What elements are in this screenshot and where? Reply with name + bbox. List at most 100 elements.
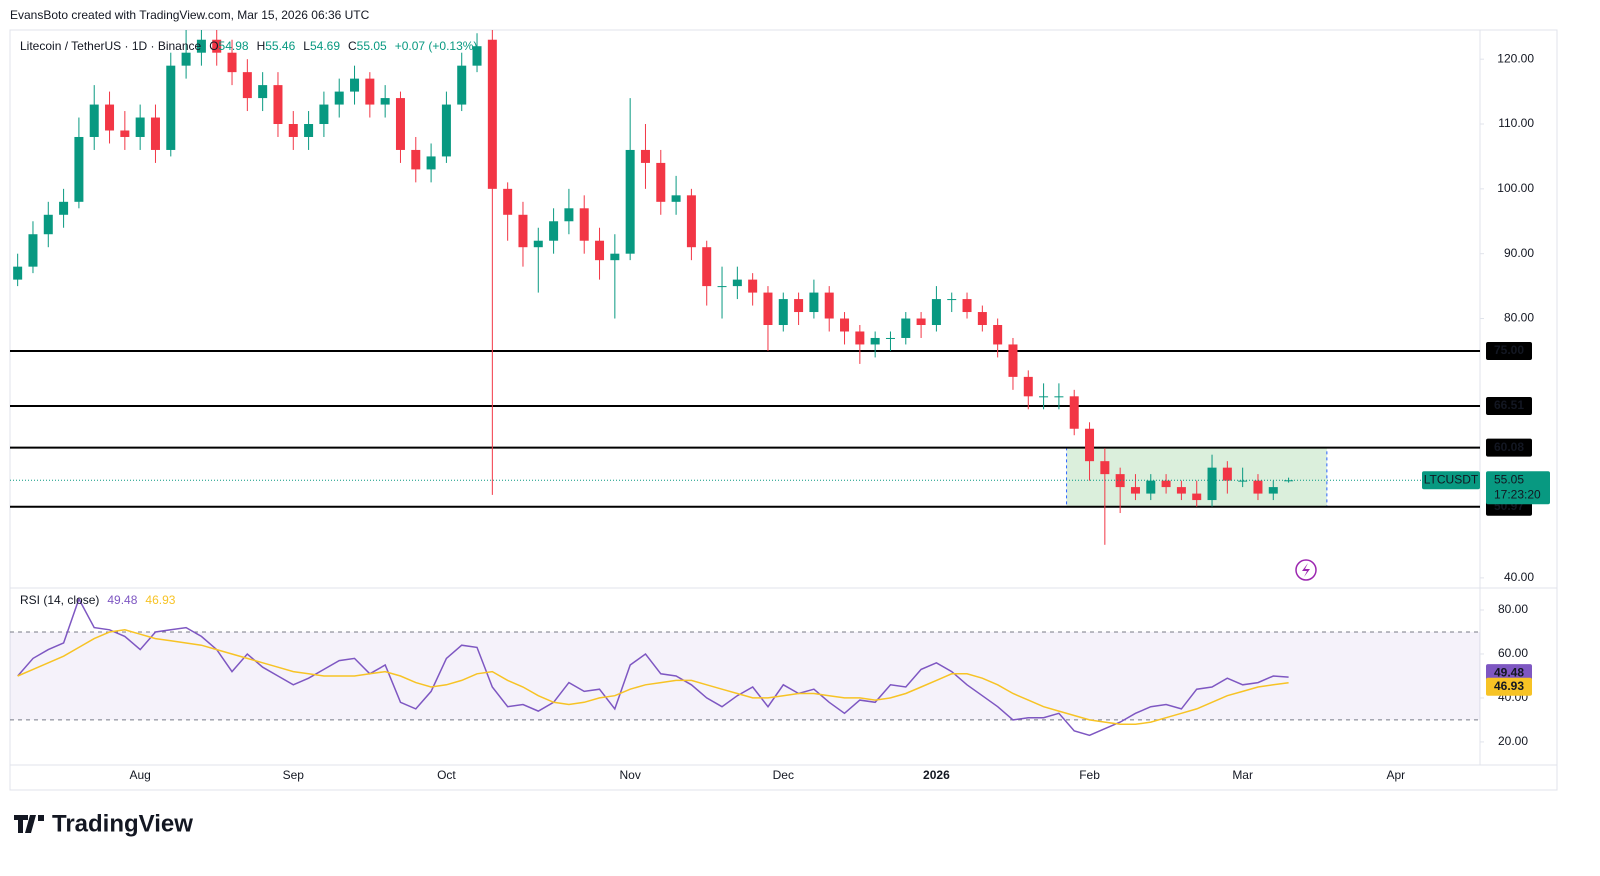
- alert-icon: [1295, 559, 1317, 581]
- candle-body: [1222, 467, 1232, 481]
- candle-body: [916, 318, 926, 326]
- candle-body: [564, 208, 574, 222]
- level-label-box: [1486, 341, 1532, 360]
- y-tick-label: 20.00: [1498, 734, 1528, 748]
- legend-open: 54.98: [219, 39, 249, 53]
- candle-body: [395, 98, 405, 150]
- rsi-value: 49.48: [107, 593, 137, 607]
- candle-body: [227, 52, 237, 73]
- candle-body: [350, 78, 360, 92]
- overlay: 40.0080.0090.00100.00110.00120.0020.0040…: [129, 51, 1550, 782]
- candle-body: [89, 104, 99, 137]
- candle-body: [549, 221, 559, 241]
- candle-body: [1054, 396, 1064, 398]
- symbol-label: LTCUSDT: [1424, 472, 1479, 486]
- candle-body: [778, 299, 788, 326]
- y-tick-label: 80.00: [1504, 311, 1534, 325]
- candle-body: [824, 292, 834, 319]
- rsi-value-label: 49.48: [1494, 665, 1524, 679]
- symbol-box: [1422, 471, 1480, 490]
- legend-high: 55.46: [265, 39, 295, 53]
- level-label: 66.51: [1494, 398, 1524, 412]
- candle-body: [1146, 480, 1156, 494]
- candle-body: [901, 318, 911, 338]
- y-tick-label: 60.00: [1498, 646, 1528, 660]
- level-label-box: [1486, 396, 1532, 415]
- legend-h: H: [257, 39, 266, 53]
- countdown: 17:23:20: [1494, 487, 1541, 501]
- candle-body: [426, 156, 436, 170]
- candle-body: [870, 337, 880, 345]
- candle-body: [472, 46, 482, 66]
- level-label-box: [1486, 438, 1532, 457]
- candle-body: [411, 149, 421, 170]
- y-tick-label: 40.00: [1504, 570, 1534, 584]
- alert-icon-bolt: [1302, 563, 1310, 577]
- x-tick-label: Sep: [283, 768, 305, 782]
- candle-body: [931, 299, 941, 326]
- legend-close: 55.05: [357, 39, 387, 53]
- candle-body: [1100, 461, 1110, 475]
- candle-body: [533, 240, 543, 248]
- candle-body: [380, 98, 390, 105]
- rsi-value-box: [1486, 664, 1532, 683]
- candle-body: [1192, 493, 1202, 501]
- candle-body: [625, 149, 635, 254]
- candle-body: [150, 117, 160, 150]
- candle-body: [1238, 480, 1248, 482]
- candle-body: [457, 65, 467, 105]
- y-tick-label: 100.00: [1497, 181, 1534, 195]
- candle-body: [242, 72, 252, 99]
- candle-body: [1176, 487, 1186, 494]
- candle-body: [135, 117, 145, 137]
- brand: TradingView: [52, 810, 193, 837]
- candle-body: [487, 39, 497, 189]
- level-label: 75.00: [1494, 343, 1524, 357]
- brand-logo: [14, 815, 44, 833]
- legend-title: Litecoin / TetherUS · 1D · Binance: [20, 39, 202, 53]
- x-tick-label: Nov: [619, 768, 640, 782]
- rsi-ma-value: 46.93: [145, 593, 175, 607]
- x-tick-label: Dec: [773, 768, 794, 782]
- candle-body: [212, 39, 222, 53]
- candle-body: [28, 234, 38, 267]
- candle-body: [13, 266, 23, 280]
- rsi-line: [17, 629, 1289, 726]
- level-label: 60.08: [1494, 440, 1524, 454]
- candle-body: [1039, 396, 1049, 398]
- candle-body: [1253, 480, 1263, 494]
- rsi-line: [17, 597, 1289, 737]
- candle-body: [579, 208, 589, 241]
- candle-body: [1268, 487, 1278, 494]
- candle-body: [518, 214, 528, 248]
- rsi-value-label: 46.93: [1494, 679, 1524, 693]
- candle-body: [686, 195, 696, 248]
- candle-body: [1161, 480, 1171, 488]
- last-price-box: [1486, 471, 1550, 505]
- frame: [9, 29, 1558, 791]
- x-tick-label: Feb: [1079, 768, 1100, 782]
- rsi-title: RSI (14, close): [20, 593, 99, 607]
- candle-body: [732, 279, 742, 287]
- candle-body: [74, 136, 84, 202]
- rsi-value-box: [1486, 677, 1532, 696]
- candle-body: [671, 195, 681, 202]
- rsi-pane: [10, 597, 1480, 737]
- candle-body: [105, 104, 115, 131]
- candle-body: [794, 299, 804, 313]
- x-tick-label: 2026: [923, 768, 950, 782]
- candle-body: [334, 91, 344, 105]
- candle-body: [702, 247, 712, 287]
- candle-body: [809, 292, 819, 313]
- candle-body: [1130, 487, 1140, 494]
- candle-body: [763, 292, 773, 326]
- candle-body: [1023, 376, 1033, 397]
- legend-o: O: [209, 39, 218, 53]
- candle-body: [595, 240, 605, 261]
- candle-body: [1207, 467, 1217, 501]
- x-tick-label: Aug: [129, 768, 150, 782]
- x-tick-label: Oct: [437, 768, 456, 782]
- y-tick-label: 80.00: [1498, 602, 1528, 616]
- candle-body: [717, 286, 727, 288]
- candle-body: [59, 201, 69, 215]
